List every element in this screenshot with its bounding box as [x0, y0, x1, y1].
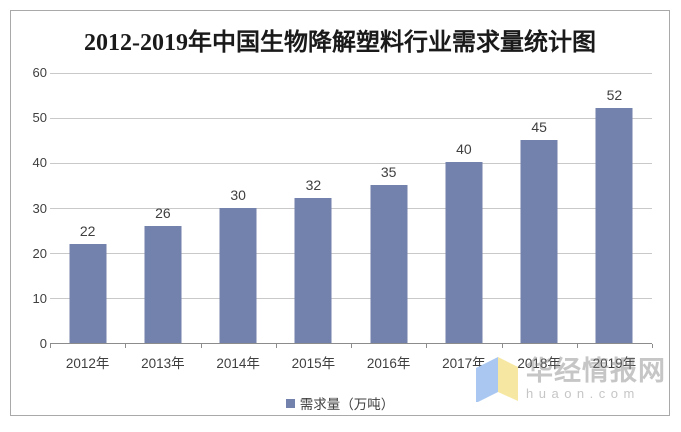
x-axis-tick: [200, 344, 202, 348]
y-axis-label: 50: [32, 110, 47, 126]
y-axis-label: 60: [32, 65, 47, 80]
y-axis-label: 10: [32, 290, 47, 306]
x-axis-label: 2012年: [65, 356, 110, 371]
gridline: [50, 298, 652, 300]
bar-value-label: 35: [380, 163, 397, 180]
y-axis-label: 0: [39, 336, 47, 351]
x-axis-label: 2016年: [366, 356, 411, 371]
bar-column: 32: [276, 73, 351, 343]
bar-column: 30: [201, 73, 276, 343]
bar-value-label: 32: [305, 177, 322, 194]
y-axis-label: 30: [32, 200, 47, 216]
plot-area: 22 26 30 32 35 40 45 52: [50, 72, 652, 344]
bar-column: 45: [502, 73, 577, 343]
x-axis-label: 2018年: [517, 356, 561, 371]
x-axis-tick: [426, 344, 428, 348]
x-axis-tick: [351, 344, 352, 348]
x-axis-label: 2015年: [291, 356, 336, 371]
bar-column: 52: [577, 73, 652, 343]
bar: [370, 184, 408, 343]
bar-value-label: 52: [606, 87, 623, 104]
x-axis-tick: [652, 344, 653, 348]
bar-value-label: 30: [230, 186, 246, 203]
bar: [445, 162, 483, 343]
x-axis-tick: [275, 344, 277, 348]
x-axis-tick: [501, 344, 503, 348]
gridline: [50, 117, 652, 119]
y-axis-label: 20: [32, 245, 47, 261]
legend-label: 需求量（万吨）: [299, 397, 395, 412]
x-axis-tick: [125, 344, 127, 348]
bar: [69, 243, 107, 343]
bar: [219, 207, 257, 343]
bar-column: 26: [125, 73, 200, 343]
x-axis-tick: [50, 344, 51, 348]
bar-value-label: 26: [155, 204, 171, 221]
gridline: [50, 208, 652, 209]
chart-frame: 2012-2019年中国生物降解塑料行业需求量统计图 22 26 30 32 35 40 4…: [10, 10, 670, 416]
bar-value-label: 40: [456, 141, 472, 158]
legend-marker-icon: [285, 398, 295, 408]
x-axis-label: 2019年: [592, 356, 637, 371]
bar-column: 22: [50, 73, 125, 343]
bar-column: 35: [351, 73, 426, 343]
bar: [294, 198, 332, 343]
x-axis-label: 2013年: [141, 356, 185, 371]
legend: 需求量（万吨）: [11, 393, 669, 413]
y-axis-label: 40: [32, 155, 47, 171]
x-axis-tick: [576, 344, 578, 348]
gridline: [50, 253, 652, 255]
chart-title: 2012-2019年中国生物降解塑料行业需求量统计图: [84, 30, 596, 56]
gridline: [50, 162, 652, 164]
bar-value-label: 22: [79, 222, 96, 239]
bar-column: 40: [426, 73, 501, 343]
x-axis-label: 2014年: [216, 356, 260, 371]
bar: [144, 225, 182, 343]
bar: [520, 139, 558, 343]
bar: [595, 108, 633, 343]
gridline: [50, 72, 652, 74]
x-axis-label: 2017年: [442, 356, 486, 371]
bar-value-label: 45: [531, 118, 547, 135]
